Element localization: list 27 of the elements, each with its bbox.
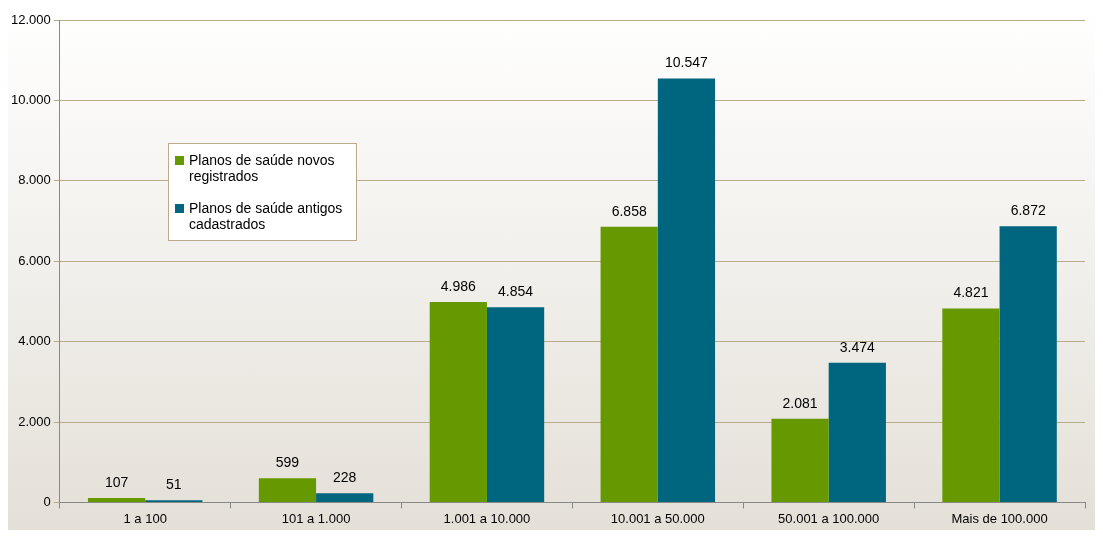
data-label: 4.821 xyxy=(953,284,989,301)
x-tick-label: 1 a 100 xyxy=(123,510,167,526)
y-tick-label: 2.000 xyxy=(18,413,51,429)
x-tick-label: 50.001 a 100.000 xyxy=(778,510,880,526)
data-label: 2.081 xyxy=(782,394,818,411)
data-label: 10.547 xyxy=(665,54,709,71)
data-label: 51 xyxy=(166,476,182,493)
data-label: 4.854 xyxy=(498,283,534,300)
y-tick-label: 12.000 xyxy=(11,11,51,27)
data-label: 6.858 xyxy=(611,202,647,219)
data-label: 4.986 xyxy=(440,277,477,294)
y-tick-label: 8.000 xyxy=(18,172,51,188)
data-label: 107 xyxy=(104,473,129,490)
legend-label: Planos de saúde novos registrados xyxy=(189,152,336,184)
x-tick-label: 1.001 a 10.000 xyxy=(443,510,531,526)
data-label: 228 xyxy=(333,469,357,486)
y-tick-label: 0 xyxy=(43,493,51,509)
legend-label: Planos de saúde antigos cadastrados xyxy=(189,200,344,232)
y-tick-label: 4.000 xyxy=(18,333,51,349)
y-tick-label: 10.000 xyxy=(11,91,51,107)
y-tick-label: 6.000 xyxy=(18,252,51,268)
x-tick-label: Mais de 100.000 xyxy=(951,510,1048,526)
x-tick-label: 10.001 a 50.000 xyxy=(610,510,705,526)
data-label: 6.872 xyxy=(1010,202,1046,218)
data-label: 3.474 xyxy=(839,338,876,355)
x-tick-label: 101 a 1.000 xyxy=(281,510,351,526)
data-label: 599 xyxy=(275,454,300,471)
